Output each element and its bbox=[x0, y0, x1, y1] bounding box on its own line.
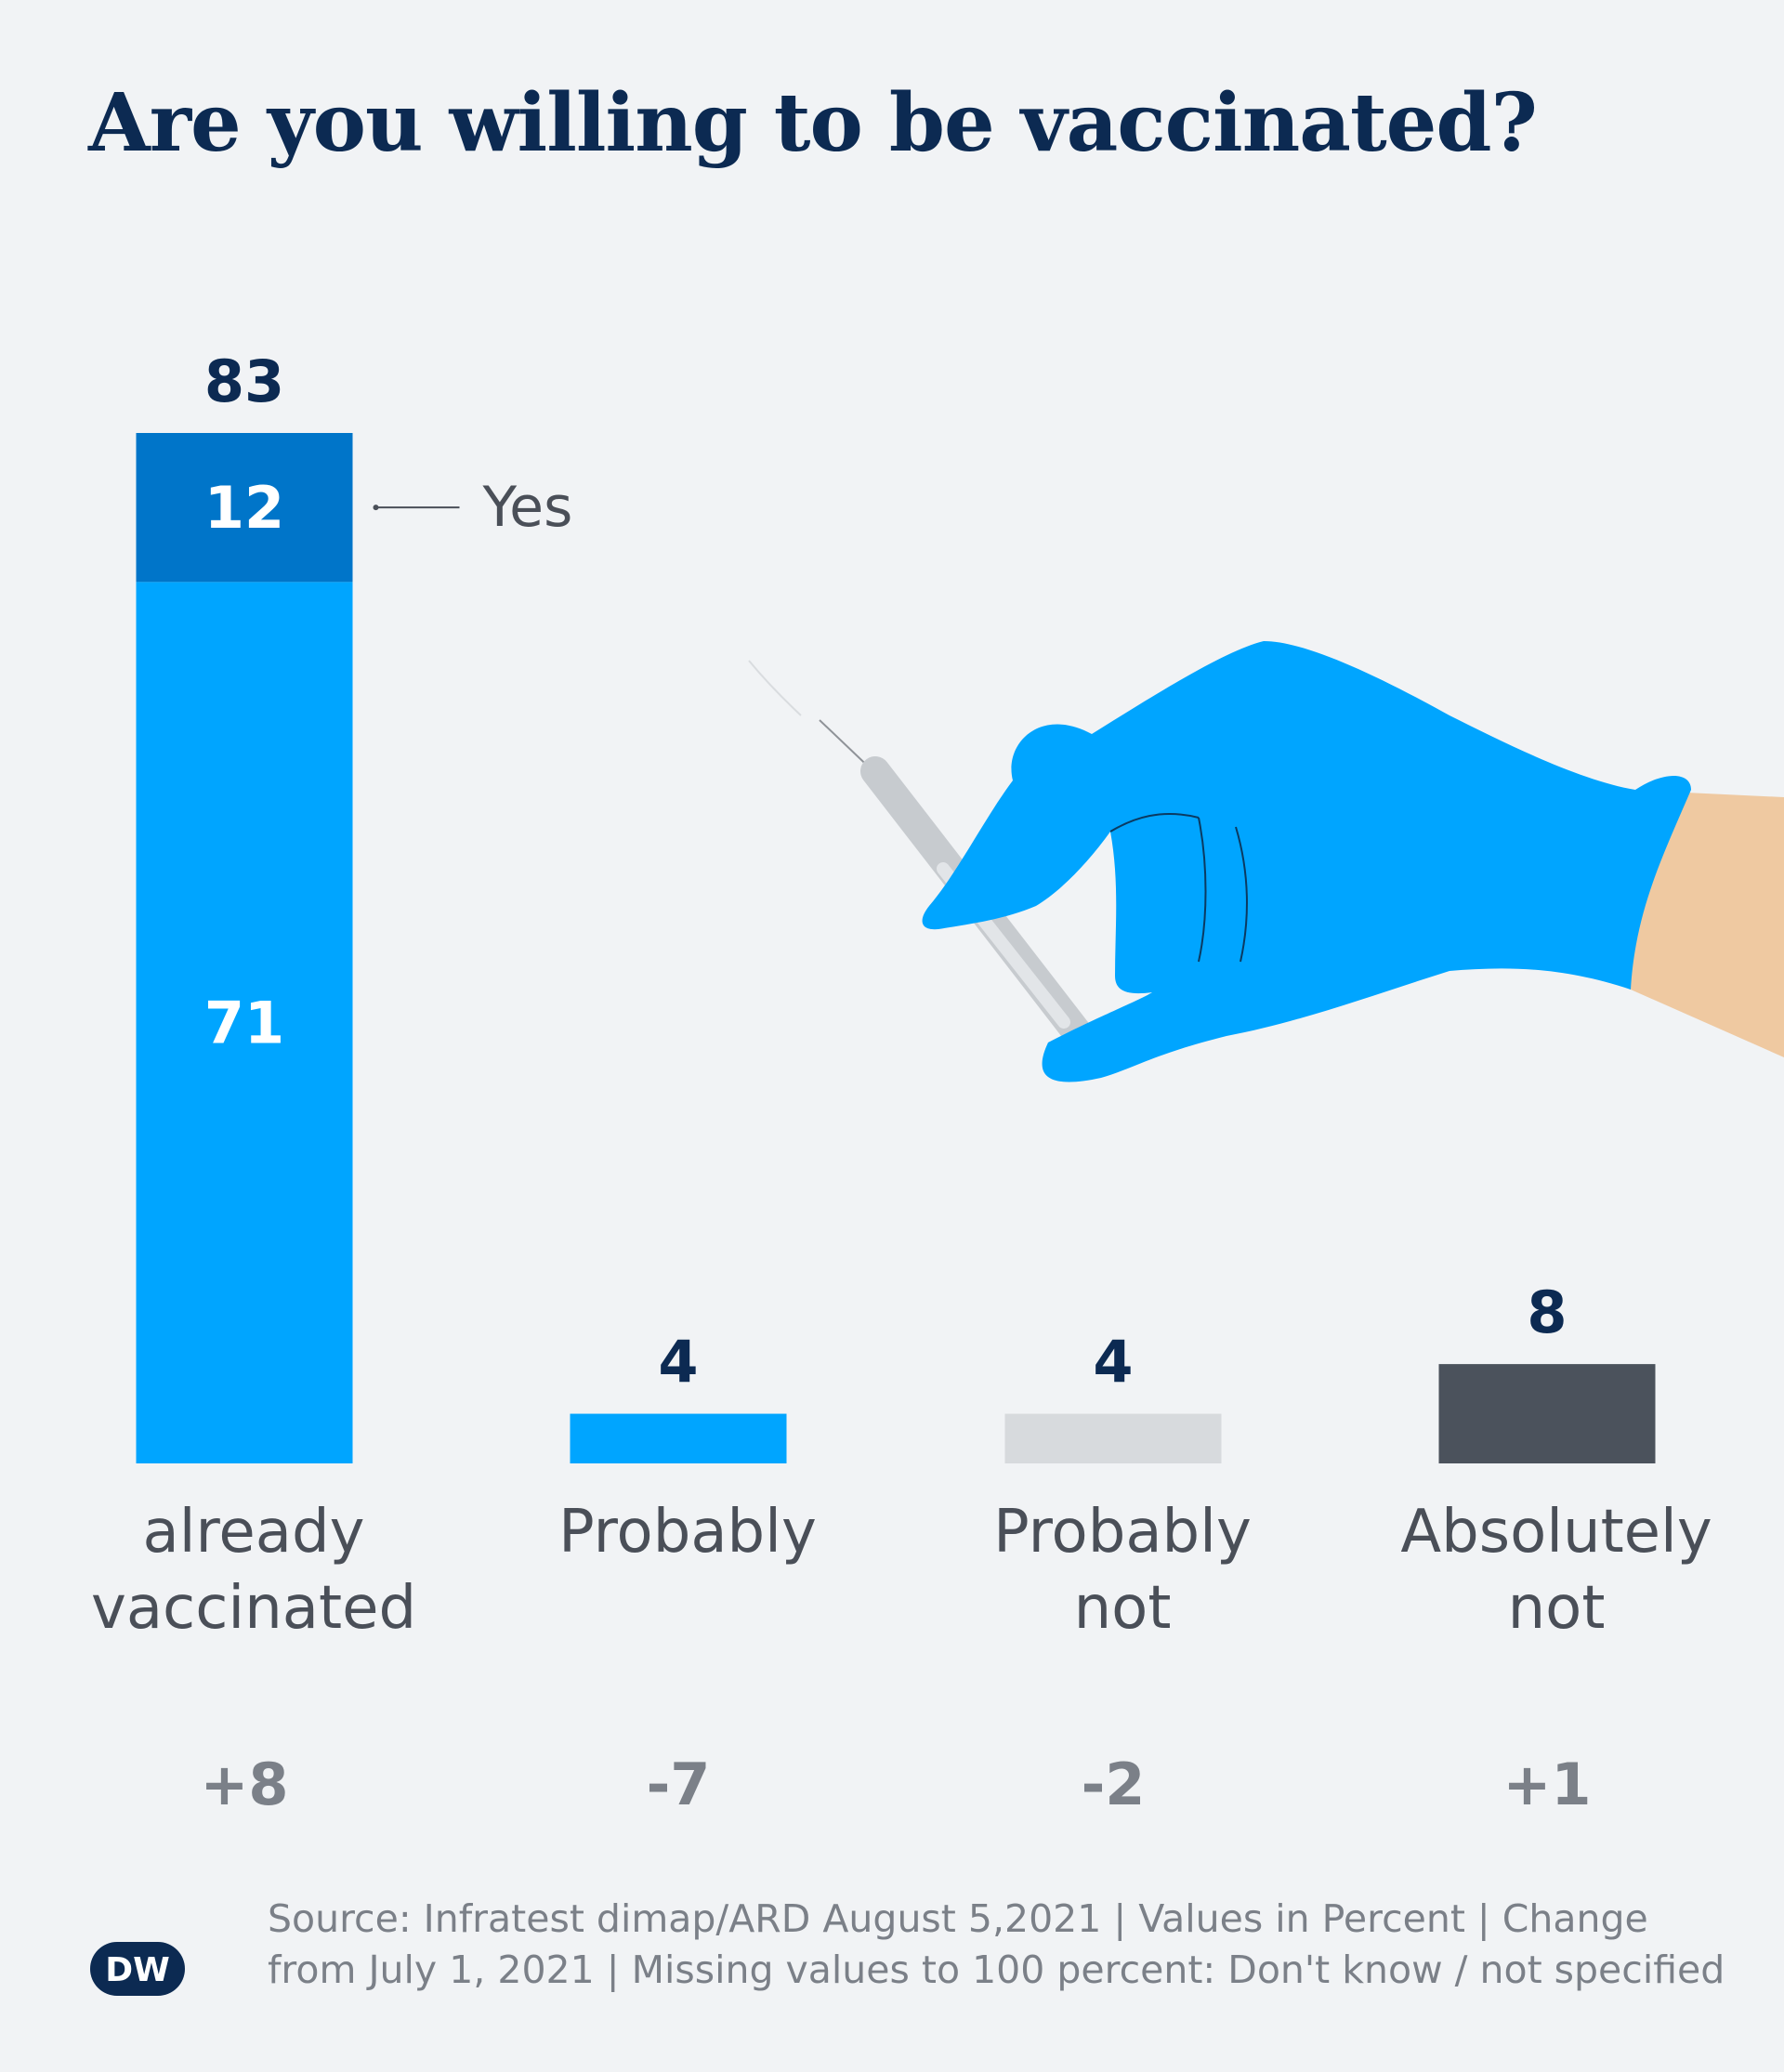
change-label: -2 bbox=[1082, 1751, 1146, 1818]
bar-total-label: 8 bbox=[1527, 1279, 1567, 1346]
bar-total-label: 83 bbox=[204, 348, 284, 415]
segment-value-label: 71 bbox=[204, 990, 284, 1057]
bar-total-label: 4 bbox=[1093, 1329, 1133, 1397]
category-label: Probably bbox=[993, 1498, 1252, 1567]
source-line-2: from July 1, 2021 | Missing values to 10… bbox=[268, 1947, 1725, 1992]
bar-chart: 71 12 83 already vaccinated +8 4 Probably -7 4 Pro… bbox=[91, 348, 1784, 1818]
category-label: Probably bbox=[558, 1498, 817, 1567]
bar-total-label: 4 bbox=[658, 1329, 698, 1397]
segment-value-label: 12 bbox=[204, 474, 284, 542]
bar-segment bbox=[1438, 1364, 1656, 1463]
category-label: already bbox=[143, 1498, 365, 1567]
change-label: +8 bbox=[200, 1751, 288, 1818]
category-label: not bbox=[1074, 1574, 1172, 1643]
chart-title: Are you willing to be vaccinated? bbox=[88, 76, 1538, 170]
source-line-1: Source: Infratest dimap/ARD August 5,202… bbox=[268, 1896, 1648, 1941]
bar-segment bbox=[136, 433, 353, 583]
bar-segment bbox=[1004, 1413, 1222, 1463]
dw-logo-icon: DW bbox=[90, 1942, 185, 1996]
category-label: not bbox=[1508, 1574, 1606, 1643]
annotation-dot bbox=[373, 505, 379, 511]
category-label: vaccinated bbox=[91, 1574, 416, 1643]
logo-text: DW bbox=[105, 1951, 170, 1989]
change-label: +1 bbox=[1502, 1751, 1591, 1818]
gloved-hand-syringe-icon bbox=[748, 641, 1784, 1082]
annotation-label: Yes bbox=[482, 475, 573, 540]
bar-segment bbox=[136, 582, 353, 1463]
yes-annotation: Yes bbox=[373, 475, 573, 540]
bar-segment bbox=[570, 1413, 787, 1463]
bars-layer: 71 12 83 already vaccinated +8 4 Probably -7 4 Pro… bbox=[91, 348, 1712, 1818]
source-note: Source: Infratest dimap/ARD August 5,202… bbox=[268, 1894, 1754, 1996]
category-label: Absolutely bbox=[1400, 1498, 1712, 1567]
change-label: -7 bbox=[647, 1751, 711, 1818]
